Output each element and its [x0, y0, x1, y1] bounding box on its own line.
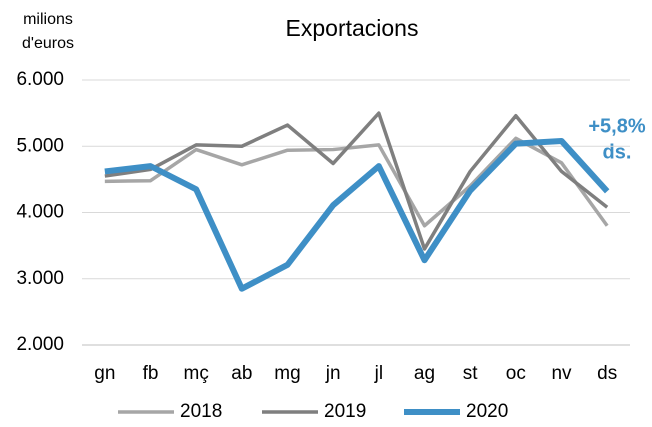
x-tick-label: jl: [374, 363, 383, 384]
y-tick-label: 4.000: [16, 202, 64, 223]
x-tick-label: mç: [184, 363, 209, 384]
y-tick-label: 2.000: [16, 334, 64, 355]
legend-label: 2018: [180, 401, 222, 422]
x-tick-label: ds: [597, 363, 617, 384]
x-tick-label: nv: [551, 363, 572, 384]
x-tick-label: oc: [506, 363, 526, 384]
annotation: +5,8%: [588, 115, 645, 137]
x-tick-label: fb: [143, 363, 159, 384]
y-axis-label: milions: [23, 11, 73, 28]
x-tick-label: mg: [274, 363, 300, 384]
x-tick-label: gn: [94, 363, 115, 384]
x-tick-label: ab: [231, 363, 252, 384]
chart-title: Exportacions: [286, 15, 419, 41]
y-axis-label: d'euros: [22, 35, 74, 52]
x-tick-label: jn: [325, 363, 341, 384]
legend-label: 2020: [466, 401, 508, 422]
series-line: [104, 137, 610, 292]
annotation: ds.: [603, 141, 632, 163]
y-tick-label: 6.000: [16, 69, 64, 90]
series-line: [104, 111, 609, 251]
x-tick-label: ag: [414, 363, 435, 384]
y-tick-label: 3.000: [16, 268, 64, 289]
x-tick-label: st: [463, 363, 479, 384]
legend-label: 2019: [324, 401, 366, 422]
y-tick-label: 5.000: [16, 135, 64, 156]
